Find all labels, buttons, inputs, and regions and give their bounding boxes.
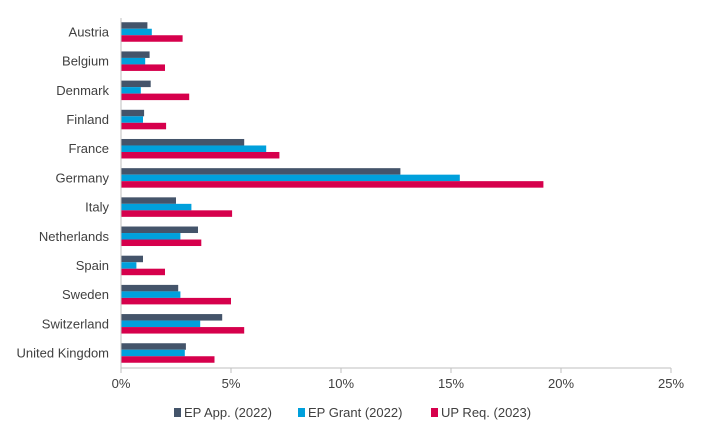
legend-label-3: UP Req. (2023) <box>441 405 531 420</box>
x-tick-label: 0% <box>112 376 131 391</box>
bar-sweden-series-3 <box>121 297 231 305</box>
bar-italy-series-2 <box>121 203 192 211</box>
category-labels: Austria Belgium Denmark Finland France German… <box>17 25 110 361</box>
category-label: Italy <box>85 200 109 215</box>
legend-label-1: EP App. (2022) <box>184 405 272 420</box>
category-label: Germany <box>56 170 110 185</box>
bar-france-series-2 <box>121 145 267 152</box>
bar-sweden-series-2 <box>121 291 181 298</box>
bar-austria-series-3 <box>121 35 183 42</box>
legend-swatch-3 <box>431 408 438 417</box>
x-tick-label: 5% <box>222 376 241 391</box>
legend-swatch-1 <box>174 408 181 417</box>
x-tick-label: 25% <box>658 376 684 391</box>
bar-switzerland-series-2 <box>121 320 201 328</box>
bar-belgium-series-2 <box>121 57 146 65</box>
bar-germany-series-1 <box>121 168 401 175</box>
bar-italy-series-3 <box>121 210 233 217</box>
category-label: Netherlands <box>39 229 110 244</box>
category-label: Spain <box>76 258 109 273</box>
bar-switzerland-series-3 <box>121 327 245 334</box>
bar-united-kingdom-series-3 <box>121 356 215 363</box>
bar-united-kingdom-series-2 <box>121 349 185 357</box>
bar-finland-series-2 <box>121 116 143 123</box>
bar-belgium-series-3 <box>121 64 165 71</box>
category-label: Austria <box>69 25 110 40</box>
bar-germany-series-3 <box>121 181 544 188</box>
x-tick-label: 10% <box>328 376 354 391</box>
bar-denmark-series-2 <box>121 87 141 94</box>
legend-label-2: EP Grant (2022) <box>308 405 402 420</box>
category-label: France <box>69 141 109 156</box>
category-label: Belgium <box>62 54 109 69</box>
category-label: Denmark <box>56 83 109 98</box>
x-tick-label: 15% <box>438 376 464 391</box>
bar-austria-series-1 <box>121 22 148 29</box>
bar-finland-series-3 <box>121 122 167 130</box>
bar-netherlands-series-3 <box>121 239 202 247</box>
bar-belgium-series-1 <box>121 51 150 58</box>
bar-spain-series-3 <box>121 268 165 276</box>
category-label: Finland <box>66 112 109 127</box>
category-label: Sweden <box>62 287 109 302</box>
x-tick-label: 20% <box>548 376 574 391</box>
category-label: United Kingdom <box>17 346 110 361</box>
bar-germany-series-2 <box>121 174 460 182</box>
bar-sweden-series-1 <box>121 284 179 292</box>
bar-denmark-series-1 <box>121 80 151 88</box>
bar-finland-series-1 <box>121 109 145 117</box>
bar-netherlands-series-1 <box>121 226 198 234</box>
bar-united-kingdom-series-1 <box>121 343 186 350</box>
bar-netherlands-series-2 <box>121 233 181 240</box>
bar-italy-series-1 <box>121 197 176 204</box>
bars-layer <box>121 22 544 363</box>
bar-switzerland-series-1 <box>121 314 223 321</box>
bar-spain-series-2 <box>121 262 137 269</box>
bar-spain-series-1 <box>121 255 143 263</box>
bar-austria-series-2 <box>121 28 152 36</box>
category-label: Switzerland <box>42 316 109 331</box>
legend-swatch-2 <box>298 408 305 417</box>
legend: EP App. (2022) EP Grant (2022) UP Req. (20… <box>174 405 531 420</box>
bar-france-series-1 <box>121 138 245 146</box>
bar-france-series-3 <box>121 151 280 159</box>
x-ticks: 0% 5% 10% 15% 20% 25% <box>112 368 684 391</box>
bar-denmark-series-3 <box>121 93 190 101</box>
